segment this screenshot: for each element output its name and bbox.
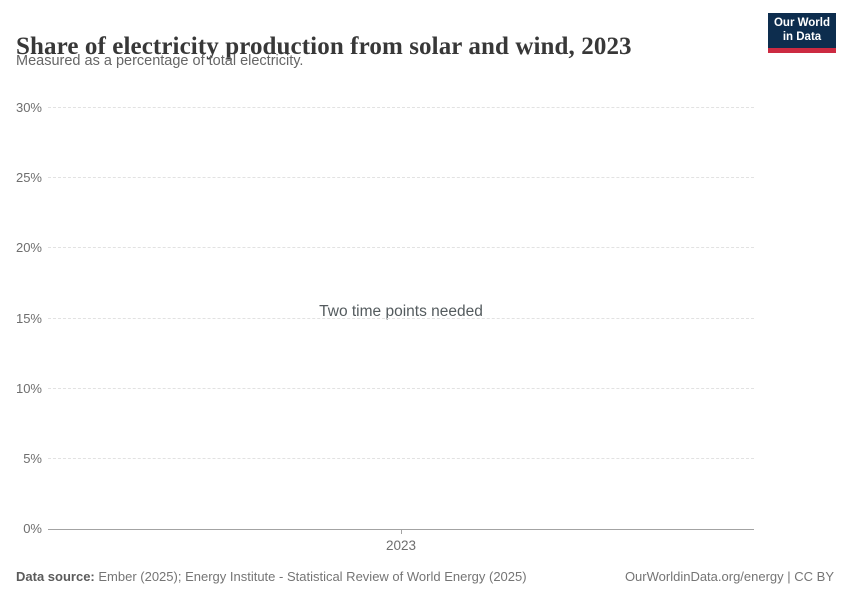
data-source-text: Ember (2025); Energy Institute - Statist… [94,569,527,584]
data-source-note: Data source: Ember (2025); Energy Instit… [16,568,527,585]
y-axis-tick-label: 10% [15,380,42,396]
owid-logo-text: Our World in Data [768,13,836,48]
license-credit[interactable]: OurWorldinData.org/energy | CC BY [624,569,834,584]
x-axis-tick-label: 2023 [385,538,417,553]
y-axis-tick-label: 15% [15,310,42,326]
y-axis-tick-label: 0% [23,521,42,536]
data-source-label: Data source: [16,569,95,584]
owid-logo[interactable]: Our World in Data [768,13,836,53]
y-axis-tick-label: 25% [15,170,42,186]
gridline [48,457,754,459]
gridline [48,317,754,319]
owid-logo-line2: in Data [782,30,822,43]
y-axis-tick-label: 5% [23,450,42,466]
owid-logo-line1: Our World [773,17,830,29]
chart-footer: Data source: Ember (2025); Energy Instit… [16,568,834,585]
gridline [48,107,754,108]
chart-title: Share of electricity production from sol… [16,32,632,60]
chart-subtitle: Measured as a percentage of total electr… [16,53,304,69]
owid-logo-stripe [768,48,836,53]
y-axis-tick-label: 30% [15,100,42,115]
gridline [48,177,754,179]
empty-state-message: Two time points needed [319,303,483,320]
x-axis-tick-mark [401,529,402,534]
y-axis-tick-label: 20% [15,240,42,256]
gridline [48,387,754,389]
gridline [48,247,754,249]
